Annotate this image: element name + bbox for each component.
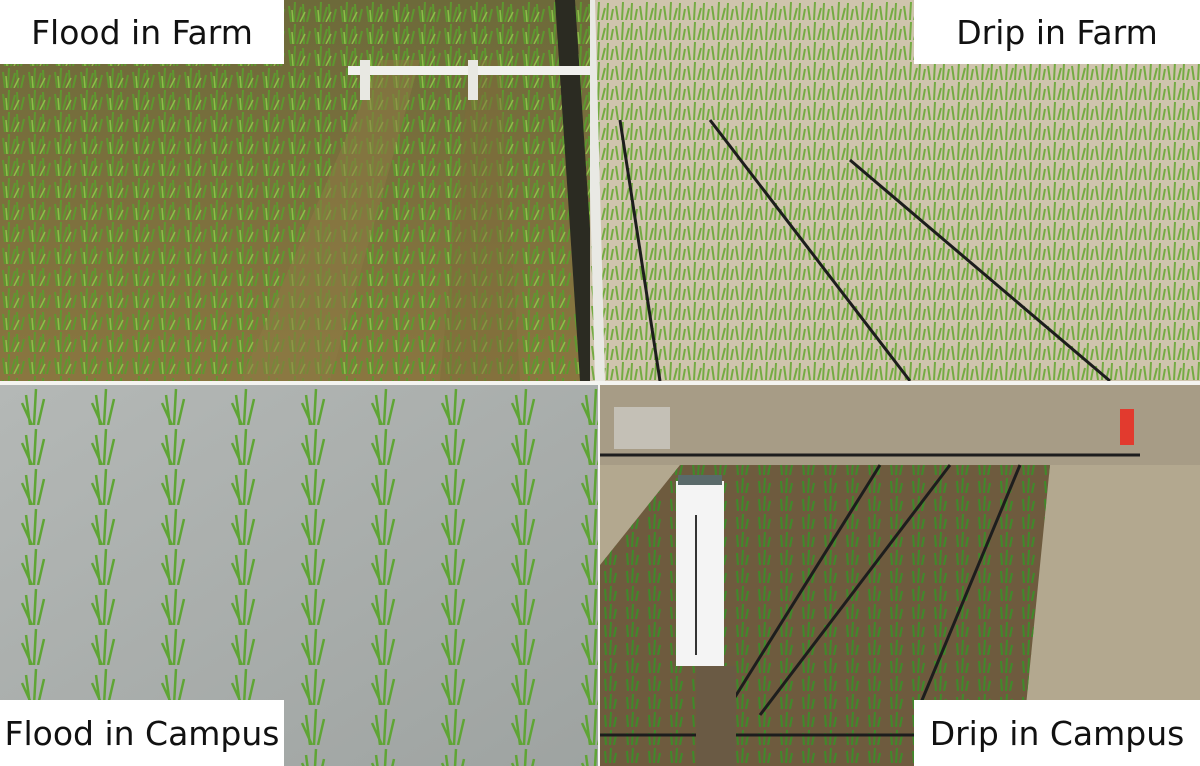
drip-in-campus-label: Drip in Campus [914,700,1200,766]
vertical-divider [598,385,600,766]
horizontal-divider [0,381,1200,385]
drip-in-farm-label: Drip in Farm [914,0,1200,64]
flood-in-farm-label: Flood in Farm [0,0,284,64]
flood-in-campus-label: Flood in Campus [0,700,284,766]
